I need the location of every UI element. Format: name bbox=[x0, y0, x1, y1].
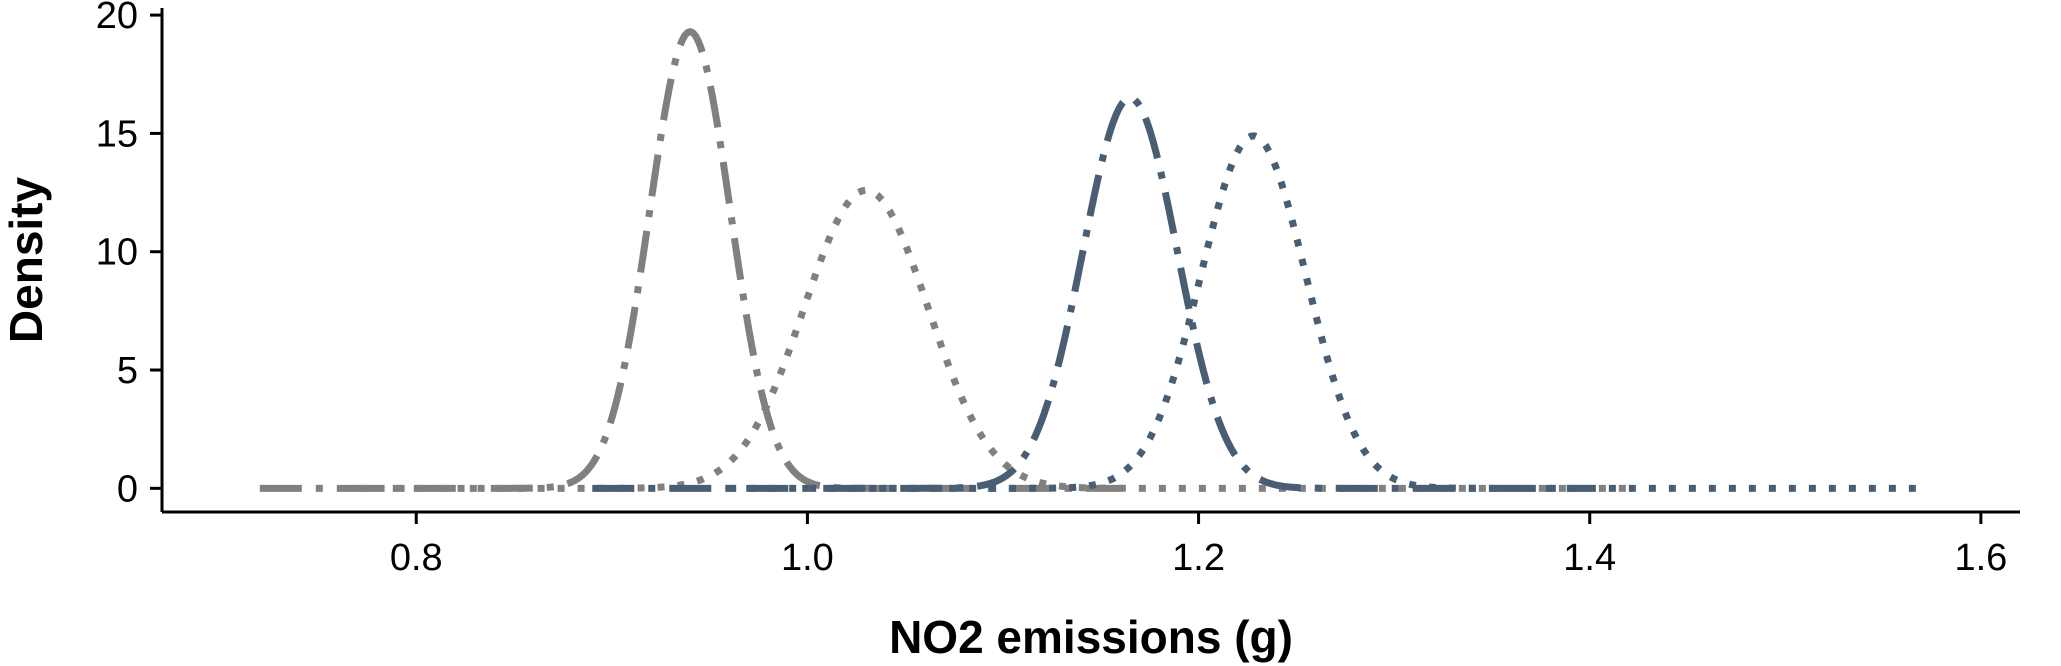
x-axis-title: NO2 emissions (g) bbox=[889, 611, 1293, 663]
y-axis-title: Density bbox=[0, 177, 52, 344]
x-tick-label: 1.0 bbox=[781, 537, 834, 579]
density-curve-4 bbox=[729, 132, 1923, 492]
x-ticks: 0.8 1.0 1.2 1.4 1.6 bbox=[390, 512, 2007, 579]
x-tick-label: 0.8 bbox=[390, 537, 443, 579]
y-tick-label: 5 bbox=[117, 350, 138, 392]
x-tick-label: 1.4 bbox=[1563, 537, 1616, 579]
x-tick-label: 1.2 bbox=[1172, 537, 1225, 579]
y-tick-label: 10 bbox=[96, 232, 138, 274]
curves-layer bbox=[258, 28, 1923, 492]
x-tick-label: 1.6 bbox=[1954, 537, 2007, 579]
y-ticks: 0 5 10 15 20 bbox=[96, 0, 162, 510]
density-curve-3 bbox=[591, 94, 1591, 492]
density-curve-1 bbox=[258, 28, 1122, 492]
y-tick-label: 0 bbox=[117, 468, 138, 510]
axes-layer bbox=[160, 8, 2020, 514]
y-tick-label: 20 bbox=[96, 0, 138, 37]
density-curve-2 bbox=[357, 186, 1629, 492]
y-tick-label: 15 bbox=[96, 113, 138, 155]
